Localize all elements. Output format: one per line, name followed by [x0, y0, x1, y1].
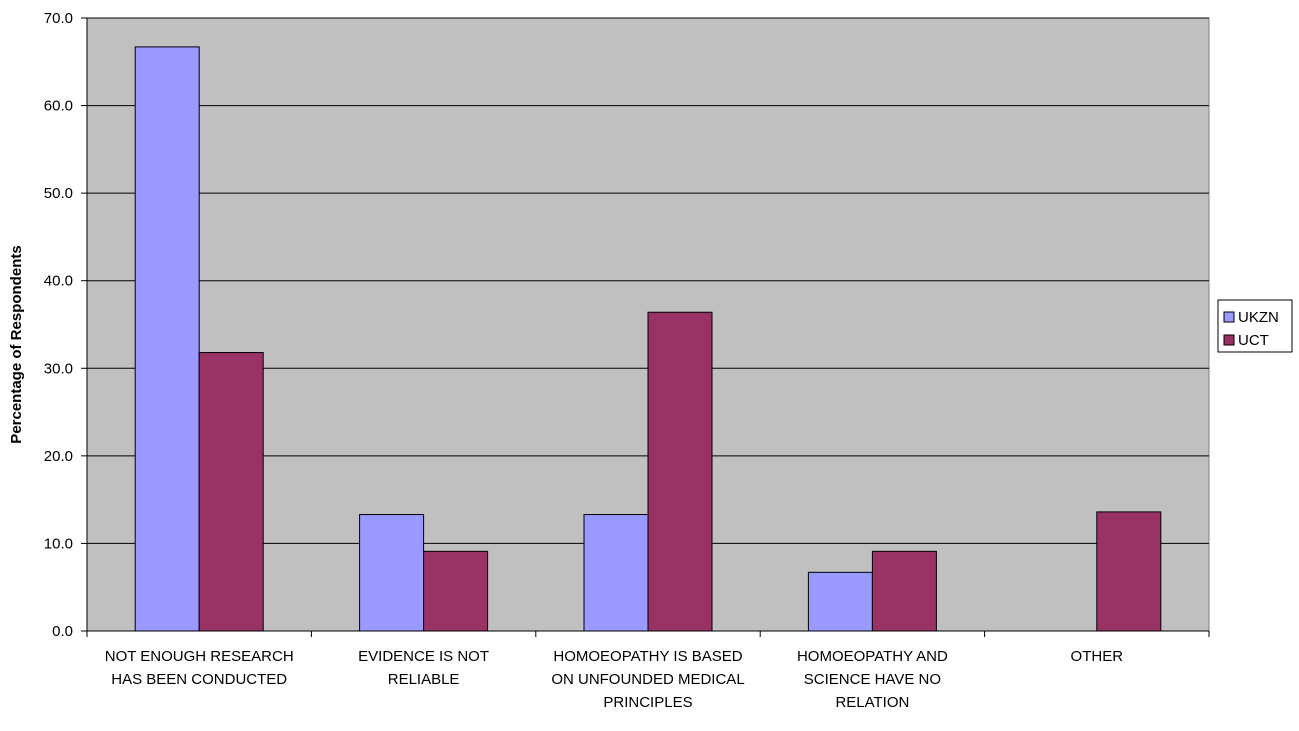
- category-label: NOT ENOUGH RESEARCH HAS BEEN CONDUCTED: [105, 648, 294, 688]
- category-labels: NOT ENOUGH RESEARCH HAS BEEN CONDUCTED EVI…: [105, 648, 1123, 711]
- gridlines: [87, 17, 1209, 544]
- axes: [81, 17, 1210, 637]
- y-tick-label: 30.0: [44, 360, 73, 377]
- category-label: HOMOEOPATHY AND SCIENCE HAVE NO RELATION: [797, 648, 948, 711]
- legend: UKZN UCT: [1217, 299, 1293, 353]
- y-tick-label: 70.0: [44, 10, 73, 27]
- bar-uct-0: [198, 352, 264, 632]
- y-tick-label: 10.0: [44, 535, 73, 552]
- legend-label-ukzn: UKZN: [1238, 309, 1279, 326]
- legend-swatch-uct: [1223, 334, 1235, 346]
- y-tick-label: 0.0: [52, 623, 73, 640]
- bar-uct-4: [1096, 511, 1162, 632]
- bars: [134, 46, 1162, 632]
- bar-ukzn-2: [583, 514, 649, 632]
- y-tick-label: 40.0: [44, 273, 73, 290]
- y-axis-label: Percentage of Respondents: [8, 245, 25, 443]
- bar-ukzn-3: [807, 571, 873, 632]
- legend-label-uct: UCT: [1238, 332, 1269, 349]
- category-label: EVIDENCE IS NOT RELIABLE: [358, 648, 489, 688]
- bar-ukzn-0: [134, 46, 200, 632]
- bar-uct-2: [647, 311, 713, 632]
- bar-uct-1: [423, 550, 489, 632]
- legend-swatch-ukzn: [1223, 311, 1235, 323]
- y-tick-label: 20.0: [44, 448, 73, 465]
- y-tick-labels: 0.0 10.0 20.0 30.0 40.0 50.0 60.0 70.0: [44, 10, 73, 640]
- category-label: HOMOEOPATHY IS BASED ON UNFOUNDED MEDICAL…: [551, 648, 744, 711]
- bar-uct-3: [871, 550, 937, 632]
- y-tick-label: 60.0: [44, 98, 73, 115]
- y-tick-label: 50.0: [44, 185, 73, 202]
- bar-ukzn-1: [359, 514, 425, 632]
- category-label: OTHER: [1071, 648, 1124, 665]
